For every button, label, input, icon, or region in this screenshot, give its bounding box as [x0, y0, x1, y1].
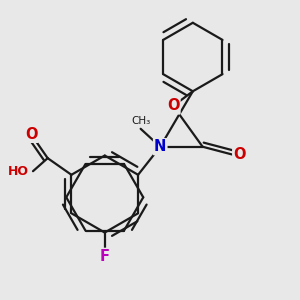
Text: O: O: [167, 98, 179, 113]
Text: N: N: [154, 139, 167, 154]
Text: O: O: [233, 147, 246, 162]
Text: CH₃: CH₃: [131, 116, 150, 126]
Text: O: O: [25, 127, 38, 142]
Text: HO: HO: [8, 165, 29, 178]
Text: F: F: [100, 249, 110, 264]
